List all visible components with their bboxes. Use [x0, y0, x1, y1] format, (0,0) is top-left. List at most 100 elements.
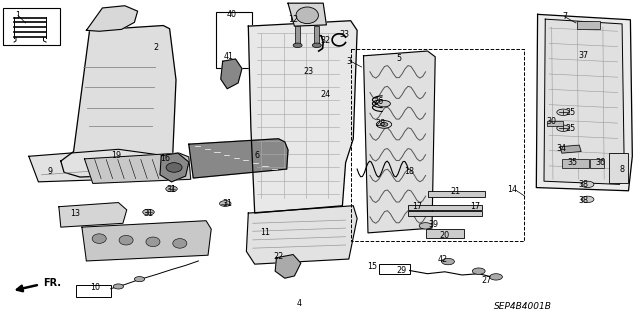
- Text: FR.: FR.: [44, 278, 61, 288]
- Text: 13: 13: [70, 209, 81, 218]
- Text: 18: 18: [404, 167, 415, 176]
- Text: 42: 42: [438, 255, 448, 263]
- Bar: [408, 205, 482, 210]
- Circle shape: [293, 43, 302, 48]
- Text: 16: 16: [160, 154, 170, 163]
- Text: 28: 28: [376, 119, 386, 128]
- Circle shape: [419, 223, 432, 229]
- Text: 8: 8: [620, 165, 625, 174]
- Bar: [426, 229, 464, 238]
- Circle shape: [113, 284, 124, 289]
- Circle shape: [557, 109, 570, 115]
- Text: 5: 5: [397, 54, 402, 63]
- Text: 19: 19: [111, 151, 122, 160]
- Polygon shape: [536, 14, 632, 191]
- Text: 4: 4: [297, 299, 302, 308]
- Text: 33: 33: [339, 30, 349, 39]
- Polygon shape: [160, 153, 189, 182]
- Ellipse shape: [92, 234, 106, 243]
- Ellipse shape: [166, 163, 182, 172]
- Polygon shape: [364, 51, 435, 233]
- Text: 10: 10: [90, 283, 100, 292]
- Text: 34: 34: [557, 144, 567, 153]
- Text: 41: 41: [224, 52, 234, 61]
- Text: 38: 38: [579, 180, 589, 189]
- Polygon shape: [82, 221, 211, 261]
- Ellipse shape: [146, 237, 160, 247]
- Circle shape: [581, 196, 594, 203]
- Text: 31: 31: [222, 199, 232, 208]
- Polygon shape: [29, 149, 176, 182]
- Text: 38: 38: [579, 196, 589, 205]
- Bar: [428, 191, 485, 197]
- Text: 20: 20: [440, 231, 450, 240]
- Text: 26: 26: [374, 97, 384, 106]
- Polygon shape: [61, 26, 176, 177]
- Circle shape: [134, 277, 145, 282]
- Polygon shape: [288, 3, 326, 26]
- Polygon shape: [275, 255, 301, 278]
- Polygon shape: [221, 59, 242, 89]
- Circle shape: [380, 122, 388, 126]
- Bar: [577, 21, 600, 29]
- Text: 7: 7: [562, 12, 567, 21]
- Bar: [609, 153, 628, 183]
- Text: 21: 21: [451, 187, 461, 196]
- Polygon shape: [84, 153, 191, 183]
- Ellipse shape: [173, 239, 187, 248]
- Ellipse shape: [119, 235, 133, 245]
- Text: 14: 14: [507, 185, 517, 194]
- Circle shape: [442, 258, 454, 265]
- Polygon shape: [189, 139, 288, 178]
- Text: 39: 39: [429, 220, 439, 229]
- Bar: [3, 8, 60, 45]
- Bar: [76, 285, 111, 297]
- Circle shape: [557, 125, 570, 131]
- Circle shape: [581, 181, 594, 188]
- Text: 24: 24: [320, 90, 330, 99]
- Polygon shape: [248, 21, 357, 213]
- Text: 35: 35: [568, 158, 578, 167]
- Bar: [562, 159, 589, 168]
- Circle shape: [220, 201, 231, 206]
- Bar: [547, 121, 563, 126]
- Text: 31: 31: [143, 209, 154, 218]
- Bar: [590, 159, 604, 168]
- Circle shape: [490, 274, 502, 280]
- Text: 2: 2: [153, 43, 158, 52]
- Text: 30: 30: [547, 117, 557, 126]
- Text: 9: 9: [47, 167, 52, 176]
- Text: 22: 22: [273, 252, 284, 261]
- Polygon shape: [544, 19, 624, 184]
- Text: 27: 27: [481, 276, 492, 285]
- Circle shape: [472, 268, 485, 274]
- Text: 29: 29: [397, 266, 407, 275]
- Text: 15: 15: [367, 262, 378, 271]
- Bar: [351, 49, 524, 241]
- Text: 11: 11: [260, 228, 271, 237]
- Text: 6: 6: [255, 151, 260, 160]
- Text: SEP4B4001B: SEP4B4001B: [494, 302, 552, 311]
- Polygon shape: [59, 203, 127, 227]
- Text: 12: 12: [288, 15, 298, 24]
- Text: 40: 40: [227, 10, 237, 19]
- Text: 37: 37: [579, 51, 589, 60]
- Bar: [295, 26, 300, 45]
- Text: 1: 1: [15, 11, 20, 20]
- Ellipse shape: [296, 7, 319, 24]
- Text: 25: 25: [566, 108, 576, 117]
- Text: 32: 32: [320, 36, 330, 45]
- Circle shape: [378, 100, 390, 107]
- Polygon shape: [246, 206, 357, 264]
- Text: 23: 23: [303, 67, 314, 76]
- Bar: [379, 264, 410, 274]
- Bar: [408, 211, 482, 216]
- Polygon shape: [560, 145, 581, 153]
- Text: 31: 31: [166, 185, 177, 194]
- Circle shape: [312, 43, 321, 48]
- Text: 3: 3: [346, 57, 351, 66]
- Circle shape: [376, 121, 392, 128]
- Circle shape: [143, 209, 154, 215]
- Bar: [314, 26, 319, 45]
- Text: 17: 17: [470, 202, 480, 211]
